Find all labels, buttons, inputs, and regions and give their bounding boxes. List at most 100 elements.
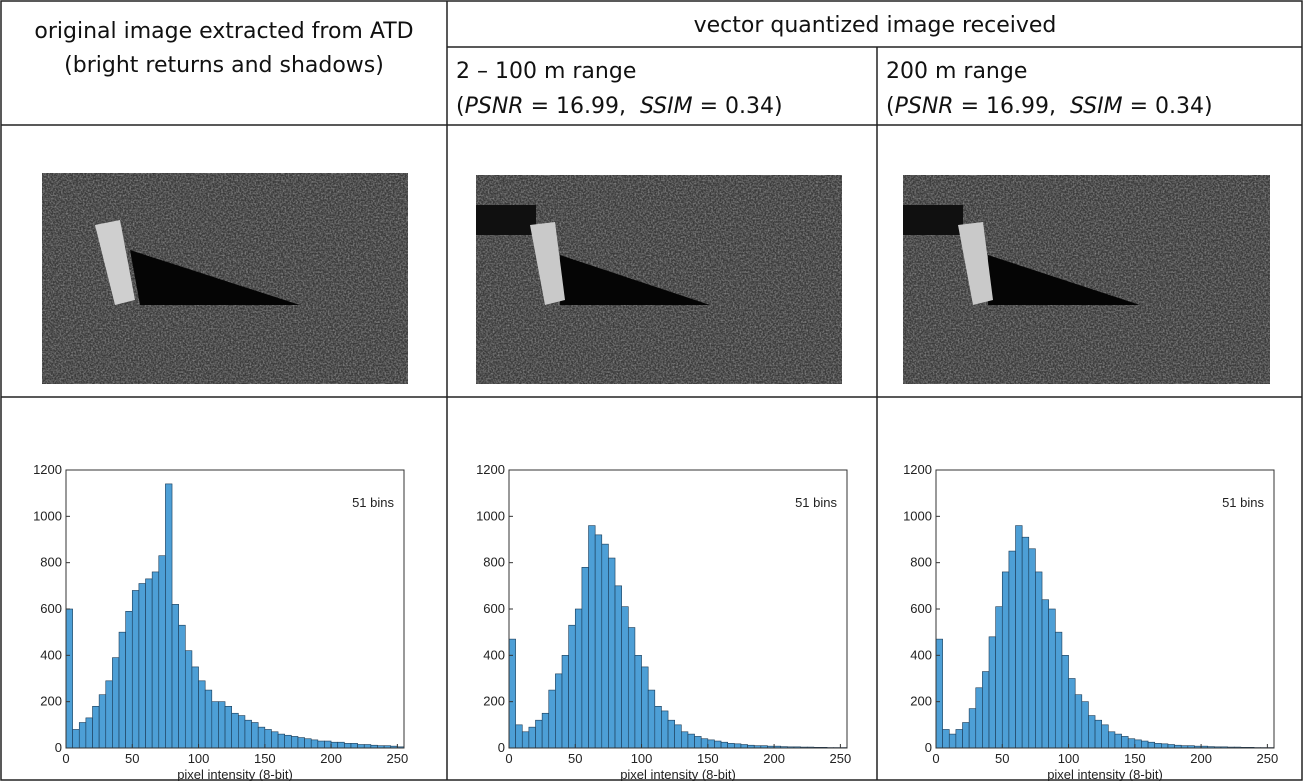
- bar: [1028, 548, 1036, 749]
- metric-text: = 0.34): [693, 94, 783, 119]
- bar: [601, 543, 609, 749]
- bar: [224, 705, 232, 749]
- header-text: (bright returns and shadows): [64, 53, 384, 78]
- sonar-image: [903, 175, 1270, 384]
- x-axis-label: pixel intensity (8-bit): [1047, 767, 1163, 781]
- sonar-image: [476, 175, 842, 384]
- y-tick-label: 600: [40, 601, 62, 616]
- bar: [244, 719, 252, 749]
- x-tick-label: 250: [830, 751, 852, 766]
- x-tick-label: 100: [1058, 751, 1080, 766]
- bar: [1054, 631, 1063, 749]
- bar: [85, 717, 93, 749]
- bar: [310, 739, 319, 749]
- bar: [1081, 701, 1089, 749]
- bar: [1134, 739, 1142, 749]
- bar: [138, 583, 146, 749]
- bar: [687, 733, 695, 749]
- bar: [257, 726, 266, 749]
- bar: [515, 724, 523, 749]
- x-axis-label: pixel intensity (8-bit): [177, 767, 293, 781]
- metric-text: = 16.99,: [954, 94, 1070, 119]
- y-tick-label: 600: [910, 601, 932, 616]
- header-text: original image extracted from ATD: [34, 19, 413, 44]
- bar: [72, 729, 80, 749]
- bar: [674, 724, 682, 749]
- annotation: 51 bins: [352, 495, 394, 510]
- bar: [92, 705, 100, 749]
- x-tick-label: 50: [568, 751, 582, 766]
- bar: [118, 631, 126, 749]
- y-tick-label: 1000: [33, 508, 62, 523]
- bar: [982, 671, 990, 749]
- bar: [1094, 719, 1102, 749]
- bar: [204, 689, 213, 749]
- bar: [1101, 724, 1109, 749]
- bar: [968, 708, 977, 749]
- bar: [694, 736, 702, 749]
- bar: [661, 710, 669, 749]
- y-tick-label: 400: [483, 647, 505, 662]
- bar: [740, 744, 748, 749]
- x-tick-label: 250: [1257, 751, 1279, 766]
- bar: [65, 608, 73, 749]
- bar: [1161, 743, 1169, 749]
- y-tick-label: 1000: [476, 508, 505, 523]
- bar: [337, 741, 345, 749]
- metric-name: SSIM: [1070, 94, 1123, 119]
- group-header: vector quantized image received: [694, 13, 1057, 38]
- x-tick-label: 150: [1124, 751, 1146, 766]
- bar: [231, 712, 239, 749]
- bar: [714, 740, 722, 749]
- bar: [1154, 743, 1162, 749]
- x-tick-label: 200: [763, 751, 785, 766]
- y-tick-label: 200: [40, 694, 62, 709]
- metric-name: SSIM: [640, 94, 693, 119]
- histogram: 0 200 400 600 800 1000 1200 0 50 100 150 200 250 pixe…: [33, 462, 408, 781]
- bar: [1021, 536, 1030, 749]
- bar: [151, 571, 160, 749]
- bar: [1061, 655, 1069, 749]
- bar: [548, 689, 556, 749]
- x-tick-label: 150: [697, 751, 719, 766]
- bar: [284, 734, 292, 749]
- bar: [1088, 715, 1096, 749]
- bar: [277, 733, 286, 749]
- bar: [621, 606, 629, 749]
- bar: [588, 525, 596, 749]
- bar: [317, 740, 325, 749]
- y-tick-label: 600: [483, 601, 505, 616]
- bar: [264, 729, 272, 749]
- x-tick-label: 50: [995, 751, 1009, 766]
- bar: [614, 585, 622, 749]
- bar: [720, 741, 729, 749]
- bar: [330, 741, 339, 749]
- x-tick-label: 100: [631, 751, 653, 766]
- bar: [654, 705, 662, 749]
- bar: [271, 731, 279, 749]
- bar: [1041, 599, 1049, 749]
- sonar-image: [42, 173, 408, 384]
- bar: [647, 689, 656, 749]
- bar: [634, 655, 642, 749]
- bar: [344, 743, 352, 749]
- bar: [535, 719, 543, 749]
- x-tick-label: 250: [387, 751, 409, 766]
- y-tick-label: 1000: [903, 508, 932, 523]
- bar: [555, 673, 563, 749]
- bar: [1001, 571, 1010, 749]
- bar: [948, 733, 957, 749]
- bar: [667, 719, 675, 749]
- bar: [594, 534, 603, 749]
- y-tick-label: 800: [910, 555, 932, 570]
- annotation: 51 bins: [795, 495, 837, 510]
- bar: [363, 744, 372, 749]
- bar: [304, 738, 312, 749]
- x-tick-label: 100: [188, 751, 210, 766]
- bar: [641, 666, 649, 749]
- bar: [574, 608, 583, 749]
- bar: [707, 739, 715, 749]
- x-tick-label: 0: [62, 751, 69, 766]
- bar: [98, 694, 107, 749]
